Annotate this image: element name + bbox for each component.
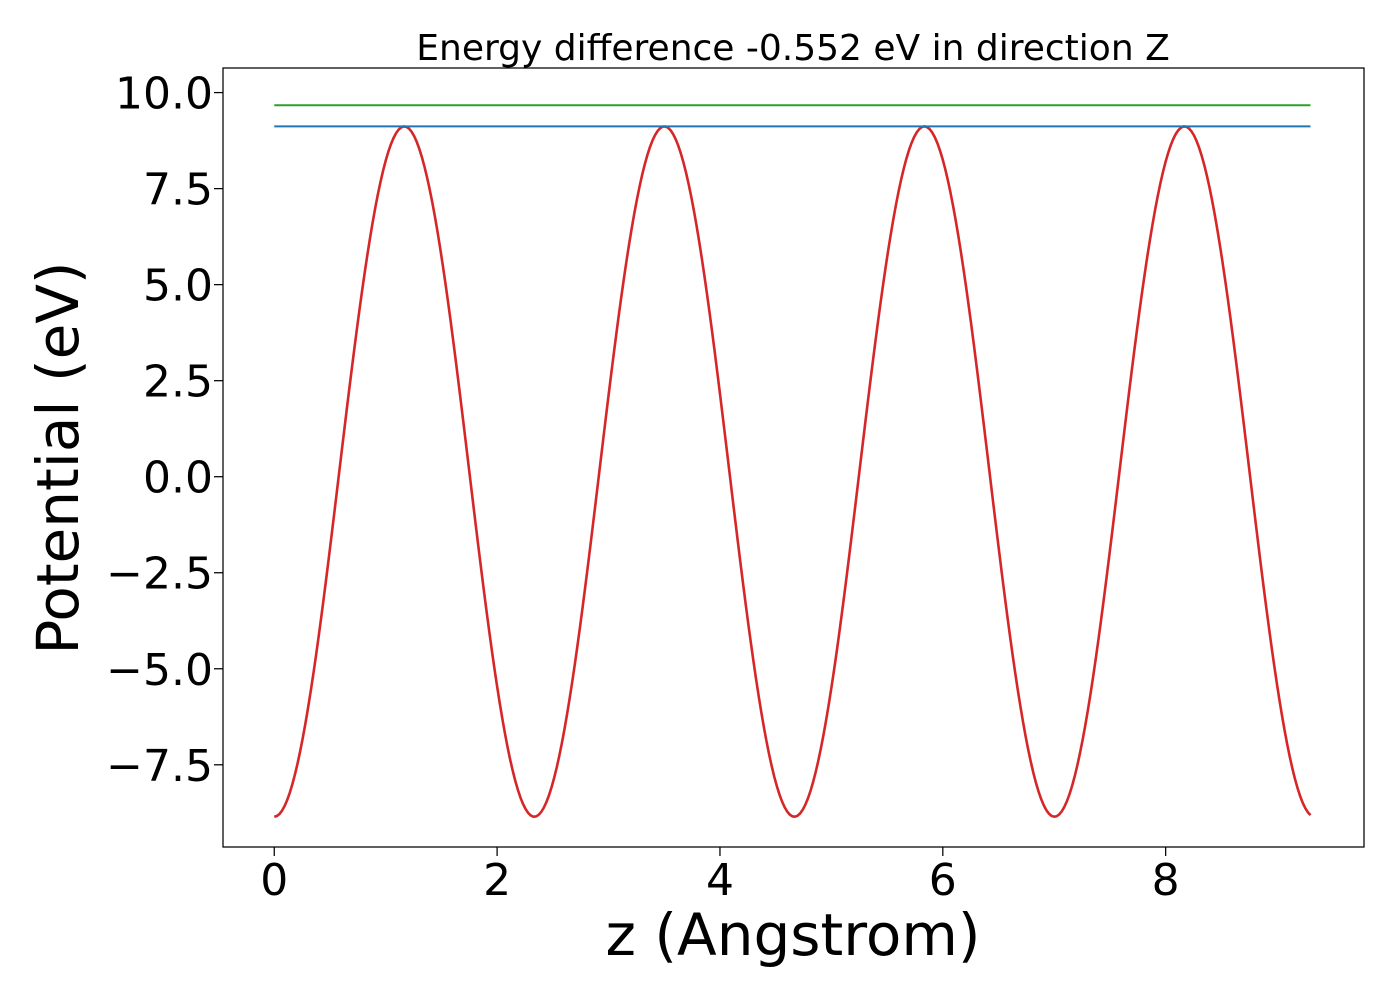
x-tick-label: 4: [706, 855, 734, 906]
y-tick-label: 10.0: [115, 69, 213, 120]
y-tick-label: 0.0: [143, 453, 213, 504]
y-axis-label: Potential (eV): [24, 261, 92, 654]
x-axis-label: z (Angstrom): [606, 901, 981, 969]
x-axis-ticks: 0 2 4 6 8: [260, 847, 1180, 906]
y-axis-ticks: −7.5 −5.0 −2.5 0.0 2.5 5.0 7.5 10.0: [106, 69, 223, 792]
x-tick-label: 0: [260, 855, 288, 906]
y-tick-label: −2.5: [106, 549, 213, 600]
plot-frame: [222, 67, 1365, 848]
y-tick-label: −7.5: [106, 741, 213, 792]
y-tick-label: −5.0: [106, 645, 213, 696]
x-tick-label: 8: [1152, 855, 1180, 906]
y-tick-label: 7.5: [143, 165, 213, 216]
y-tick-label: 2.5: [143, 357, 213, 408]
series-line-1: [273, 125, 1312, 819]
x-tick-label: 6: [929, 855, 957, 906]
x-tick-label: 2: [483, 855, 511, 906]
chart-title: Energy difference -0.552 eV in direction…: [416, 28, 1170, 69]
y-tick-label: 5.0: [143, 261, 213, 312]
plot-lines: [273, 104, 1312, 819]
